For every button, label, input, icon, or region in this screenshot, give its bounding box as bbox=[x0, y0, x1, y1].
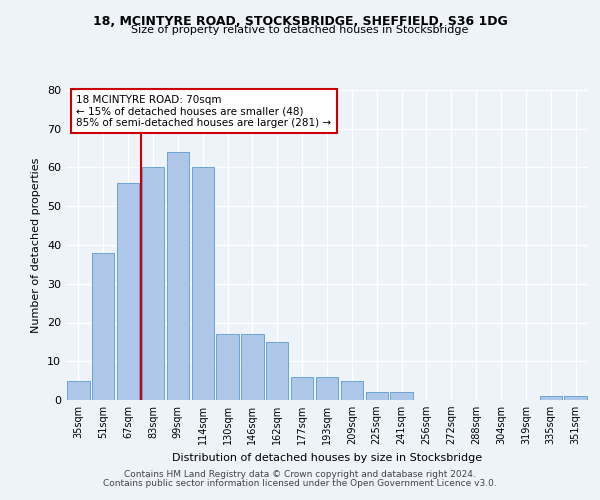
Text: Contains HM Land Registry data © Crown copyright and database right 2024.: Contains HM Land Registry data © Crown c… bbox=[124, 470, 476, 479]
Bar bbox=[117, 183, 139, 400]
Bar bbox=[565, 396, 587, 400]
Bar bbox=[217, 334, 239, 400]
Bar bbox=[316, 377, 338, 400]
Bar bbox=[365, 392, 388, 400]
Bar bbox=[539, 396, 562, 400]
Bar bbox=[92, 252, 115, 400]
Y-axis label: Number of detached properties: Number of detached properties bbox=[31, 158, 41, 332]
Bar bbox=[341, 380, 363, 400]
Bar bbox=[142, 168, 164, 400]
Bar bbox=[67, 380, 89, 400]
Text: Size of property relative to detached houses in Stocksbridge: Size of property relative to detached ho… bbox=[131, 25, 469, 35]
Bar bbox=[291, 377, 313, 400]
Bar bbox=[167, 152, 189, 400]
Bar bbox=[391, 392, 413, 400]
Text: 18, MCINTYRE ROAD, STOCKSBRIDGE, SHEFFIELD, S36 1DG: 18, MCINTYRE ROAD, STOCKSBRIDGE, SHEFFIE… bbox=[92, 15, 508, 28]
X-axis label: Distribution of detached houses by size in Stocksbridge: Distribution of detached houses by size … bbox=[172, 452, 482, 462]
Text: 18 MCINTYRE ROAD: 70sqm
← 15% of detached houses are smaller (48)
85% of semi-de: 18 MCINTYRE ROAD: 70sqm ← 15% of detache… bbox=[76, 94, 332, 128]
Bar bbox=[191, 168, 214, 400]
Bar bbox=[266, 342, 289, 400]
Bar bbox=[241, 334, 263, 400]
Text: Contains public sector information licensed under the Open Government Licence v3: Contains public sector information licen… bbox=[103, 479, 497, 488]
